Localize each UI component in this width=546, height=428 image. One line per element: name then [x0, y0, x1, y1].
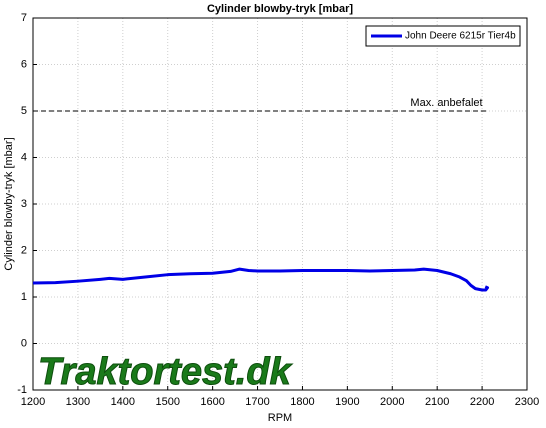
y-tick-label: 6: [21, 58, 27, 70]
data-line: [32, 267, 489, 292]
y-tick-label: 3: [21, 198, 27, 210]
x-tick-label: 2000: [380, 396, 404, 408]
y-tick-label: 2: [21, 244, 27, 256]
watermark: Traktortest.dk: [38, 351, 293, 393]
plot-frame: [32, 17, 528, 391]
y-tick-label: -1: [17, 384, 27, 396]
x-tick-label: 1800: [290, 396, 314, 408]
x-tick-label: 1400: [111, 396, 135, 408]
reference-label: Max. anbefalet: [410, 97, 482, 109]
x-tick-label: 1600: [200, 396, 224, 408]
x-tick-label: 1900: [335, 396, 359, 408]
y-tick-label: 5: [21, 105, 27, 117]
y-tick-label: 7: [21, 12, 27, 24]
x-tick-label: 2300: [515, 396, 539, 408]
y-tick-label: 1: [21, 291, 27, 303]
y-tick-label: 0: [21, 337, 27, 349]
y-tick-label: 4: [21, 151, 27, 163]
x-tick-label: 1200: [21, 396, 45, 408]
chart-title: Cylinder blowby-tryk [mbar]: [207, 3, 353, 15]
x-tick-label: 2200: [470, 396, 494, 408]
x-tick-label: 1700: [245, 396, 269, 408]
x-tick-label: 1300: [66, 396, 90, 408]
legend-box: [365, 25, 521, 47]
legend-label: John Deere 6215r Tier4b: [405, 31, 516, 42]
x-axis-label: RPM: [268, 412, 292, 424]
y-axis-label: Cylinder blowby-tryk [mbar]: [3, 137, 15, 270]
x-tick-label: 1500: [155, 396, 179, 408]
x-tick-label: 2100: [425, 396, 449, 408]
